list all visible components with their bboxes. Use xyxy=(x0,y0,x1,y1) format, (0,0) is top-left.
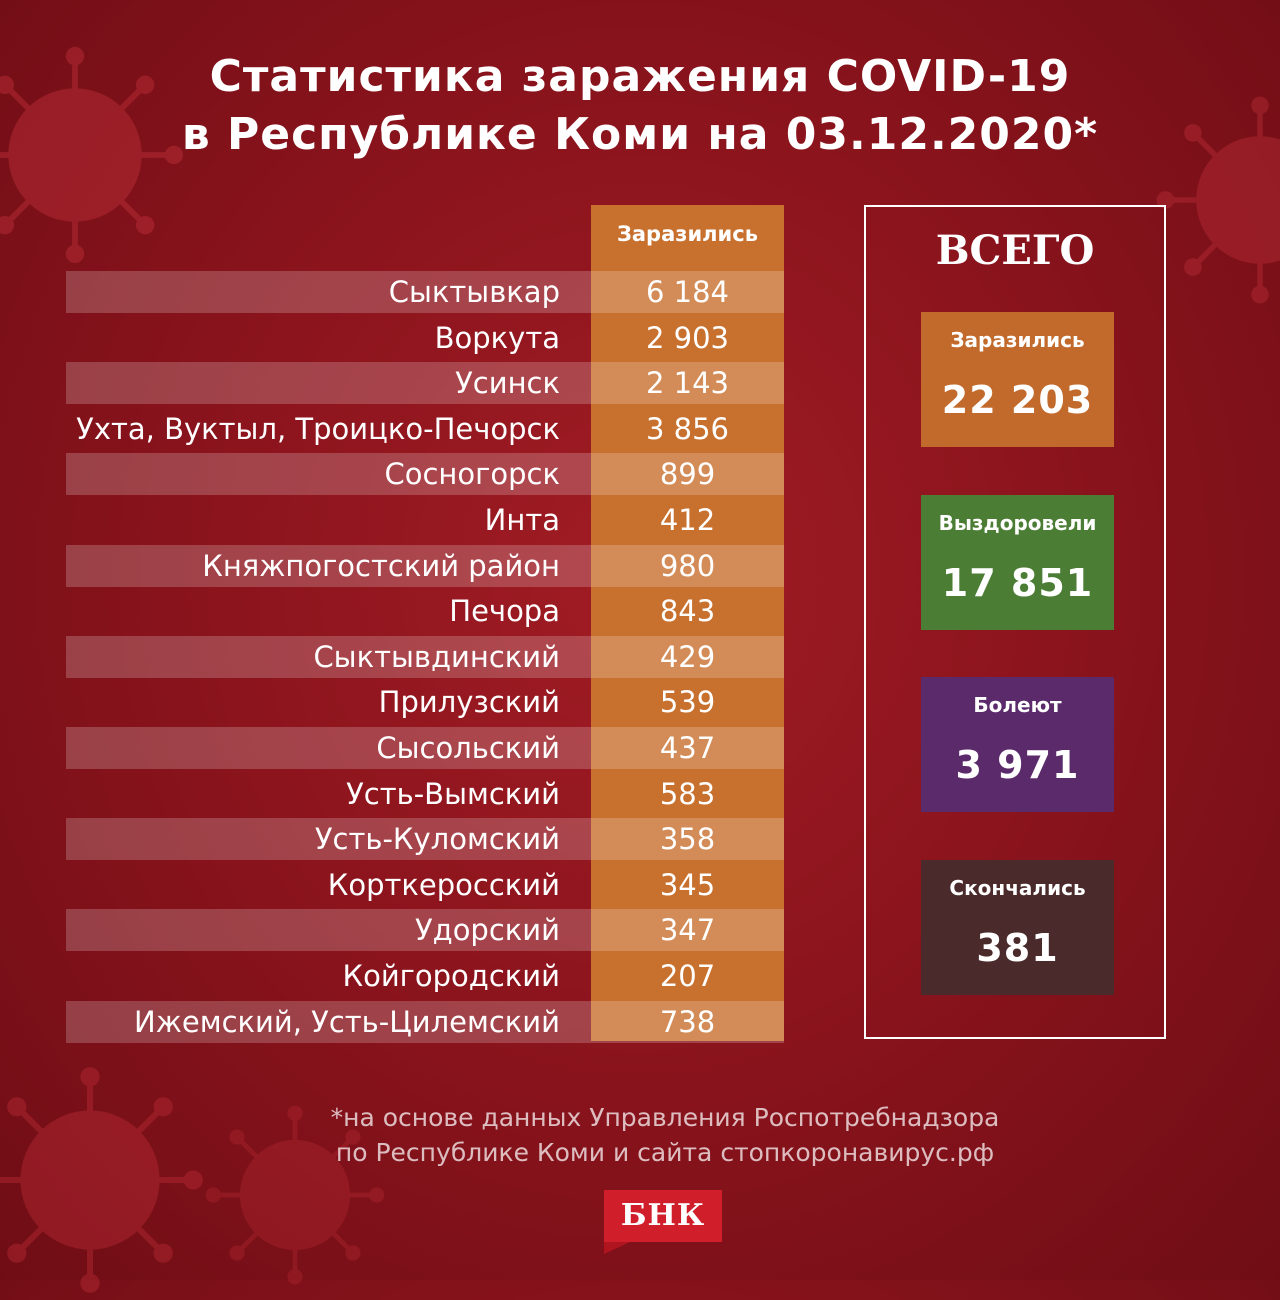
footnote-line-1: *на основе данных Управления Роспотребна… xyxy=(330,1103,1000,1132)
table-row: Удорский 347 xyxy=(66,909,784,954)
row-stripe xyxy=(66,544,784,587)
footnote: *на основе данных Управления Роспотребна… xyxy=(0,1100,1280,1170)
infected-column-background xyxy=(591,205,784,1041)
stat-label: Болеют xyxy=(973,693,1062,717)
district-name: Усинск xyxy=(455,366,560,401)
district-name: Сосногорск xyxy=(384,457,561,492)
table-row: Усть-Куломский 358 xyxy=(66,818,784,863)
table-row: Ижемский, Усть-Цилемский 738 xyxy=(66,1000,784,1046)
stat-value: 3 971 xyxy=(955,743,1080,787)
district-name: Сыктывкар xyxy=(388,275,560,309)
infected-column-header: Заразились xyxy=(616,222,759,246)
row-stripe xyxy=(66,818,784,861)
page-title: Статистика заражения COVID-19 в Республи… xyxy=(0,48,1280,164)
infected-count: 539 xyxy=(659,685,716,720)
infected-count: 429 xyxy=(659,639,716,674)
infected-count: 437 xyxy=(659,731,716,765)
district-name: Прилузский xyxy=(378,685,560,720)
infected-count: 412 xyxy=(659,503,716,537)
row-stripe xyxy=(66,909,784,952)
row-stripe xyxy=(66,271,784,313)
stat-label: Скончались xyxy=(949,875,1086,900)
stat-value: 22 203 xyxy=(941,378,1094,422)
infected-count: 345 xyxy=(659,867,716,902)
table-row: Койгородский 207 xyxy=(66,955,784,1000)
district-table: Заразились Сыктывкар 6 184 Воркута 2 903 Уси… xyxy=(66,205,784,1043)
footnote-line-2: по Республике Коми и сайта стопкоронавир… xyxy=(335,1138,995,1167)
logo-text: БНК xyxy=(620,1198,706,1233)
table-row: Княжпогостский район 980 xyxy=(66,544,784,590)
total-deaths-box: Скончались 381 xyxy=(921,859,1114,995)
table-row: Инта 412 xyxy=(66,499,784,544)
table-row: Ухта, Вуктыл, Троицко-Печорск 3 856 xyxy=(66,408,784,453)
table-row: Воркута 2 903 xyxy=(66,317,784,362)
district-name: Сысольский xyxy=(376,731,560,765)
district-name: Койгородский xyxy=(342,959,560,993)
infected-count: 583 xyxy=(659,776,716,811)
district-name: Усть-Куломский xyxy=(314,822,560,857)
infected-count: 843 xyxy=(659,594,716,629)
district-name: Усть-Вымский xyxy=(346,776,560,811)
infected-count: 980 xyxy=(659,548,716,583)
stat-value: 17 851 xyxy=(941,560,1094,605)
bnk-logo: БНК xyxy=(604,1190,722,1242)
totals-panel: ВСЕГО Заразились 22 203 Выздоровели 17 851 Б… xyxy=(864,205,1166,1039)
title-line-2: в Республике Коми на 03.12.2020* xyxy=(181,109,1099,160)
stat-label: Заразились xyxy=(950,328,1085,352)
district-name: Печора xyxy=(449,594,560,629)
table-row: Сыктывдинский 429 xyxy=(66,635,784,681)
totals-title: ВСЕГО xyxy=(935,227,1095,274)
title-line-1: Статистика заражения COVID-19 xyxy=(209,51,1071,102)
row-stripe xyxy=(66,727,784,769)
infected-count: 899 xyxy=(659,457,716,492)
table-row: Сосногорск 899 xyxy=(66,453,784,498)
infected-count: 3 856 xyxy=(645,411,730,446)
infected-count: 6 184 xyxy=(645,275,730,309)
district-name: Сыктывдинский xyxy=(313,639,560,674)
district-name: Инта xyxy=(484,503,560,537)
total-sick-box: Болеют 3 971 xyxy=(921,677,1114,812)
row-stripe xyxy=(66,453,784,496)
infected-count: 738 xyxy=(659,1004,716,1039)
table-row: Сысольский 437 xyxy=(66,727,784,772)
row-stripe xyxy=(66,362,784,405)
table-row: Сыктывкар 6 184 xyxy=(66,271,784,316)
table-row: Печора 843 xyxy=(66,590,784,635)
district-name: Ижемский, Усть-Цилемский xyxy=(134,1004,560,1039)
table-row: Прилузский 539 xyxy=(66,681,784,726)
district-name: Корткеросский xyxy=(327,867,560,902)
district-name: Удорский xyxy=(414,913,560,948)
infected-count: 358 xyxy=(659,822,716,857)
infected-count: 2 903 xyxy=(645,320,730,355)
district-name: Ухта, Вуктыл, Троицко-Печорск xyxy=(76,411,560,446)
infected-count: 2 143 xyxy=(645,366,730,401)
infected-count: 207 xyxy=(659,959,716,993)
virus-decoration-icon xyxy=(0,1067,203,1293)
table-row: Усинск 2 143 xyxy=(66,362,784,407)
table-row: Усть-Вымский 583 xyxy=(66,773,784,818)
table-row: Корткеросский 345 xyxy=(66,864,784,909)
total-infected-box: Заразились 22 203 xyxy=(921,312,1114,447)
logo-tail xyxy=(604,1242,630,1254)
total-recovered-box: Выздоровели 17 851 xyxy=(921,494,1114,630)
district-name: Княжпогостский район xyxy=(202,548,560,583)
infected-count: 347 xyxy=(659,913,716,948)
row-stripe xyxy=(66,635,784,678)
stat-value: 381 xyxy=(976,925,1059,970)
stat-label: Выздоровели xyxy=(938,510,1097,535)
row-stripe xyxy=(66,1000,784,1043)
district-name: Воркута xyxy=(434,320,560,355)
